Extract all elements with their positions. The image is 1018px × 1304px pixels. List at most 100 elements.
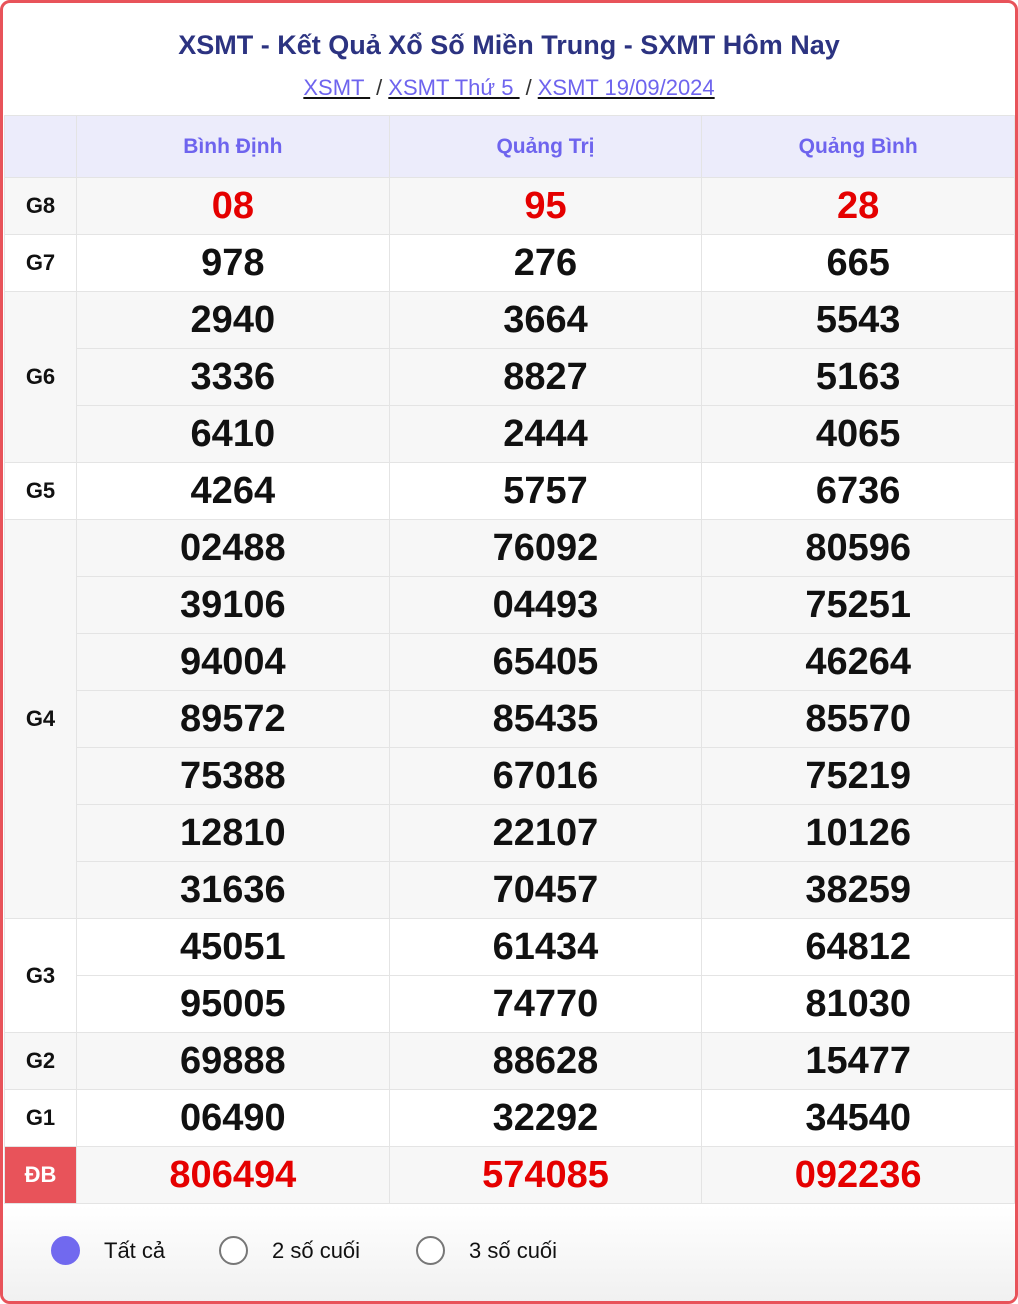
breadcrumb-date[interactable]: XSMT 19/09/2024	[537, 75, 715, 100]
results-table: Bình Định Quảng Trị Quảng Bình G8 08 95 28 G…	[4, 115, 1015, 1204]
prize-number: 574085	[388, 1146, 703, 1204]
prize-label: G3	[4, 918, 77, 1033]
prize-number: 12810	[76, 804, 390, 862]
table-row: 39106 04493 75251	[5, 576, 1015, 634]
prize-number: 806494	[76, 1146, 390, 1204]
prize-number: 276	[388, 234, 703, 292]
prize-number: 8827	[388, 348, 703, 406]
prize-number: 6736	[701, 462, 1015, 520]
prize-number: 81030	[701, 975, 1015, 1033]
prize-number: 02488	[76, 519, 390, 577]
prize-number: 3336	[76, 348, 390, 406]
prize-number: 28	[701, 177, 1015, 235]
prize-number: 10126	[701, 804, 1015, 862]
prize-number: 22107	[388, 804, 703, 862]
table-row: 75388 67016 75219	[5, 747, 1015, 805]
prize-number: 34540	[701, 1089, 1015, 1147]
prize-number: 74770	[388, 975, 703, 1033]
breadcrumb-separator: /	[376, 75, 383, 100]
table-row: 95005 74770 81030	[5, 975, 1015, 1033]
prize-number: 32292	[388, 1089, 703, 1147]
prize-number: 4264	[76, 462, 390, 520]
prize-number: 04493	[388, 576, 703, 634]
prize-number: 39106	[76, 576, 390, 634]
table-row: G2 69888 88628 15477	[4, 1032, 1015, 1090]
filter-last-2[interactable]: 2 số cuối	[219, 1236, 360, 1265]
prize-label: G8	[4, 177, 77, 235]
prize-number: 69888	[76, 1032, 390, 1090]
prize-number: 89572	[76, 690, 390, 748]
table-row: 12810 22107 10126	[5, 804, 1015, 862]
province-header[interactable]: Bình Định	[76, 115, 390, 178]
filter-label: Tất cả	[104, 1237, 166, 1263]
filter-label: 2 số cuối	[272, 1237, 361, 1263]
table-row: G8 08 95 28	[4, 177, 1015, 235]
prize-label: G2	[4, 1032, 77, 1090]
radio-selected-icon[interactable]	[51, 1236, 80, 1265]
prize-number: 38259	[701, 861, 1015, 919]
table-row: G3 45051 61434 64812	[4, 918, 1015, 1033]
prize-number: 2444	[388, 405, 703, 463]
prize-number: 75388	[76, 747, 390, 805]
prize-label: ĐB	[4, 1146, 77, 1204]
prize-label: G4	[4, 519, 77, 919]
breadcrumb-thu5[interactable]: XSMT Thứ 5	[388, 75, 520, 100]
prize-number: 85435	[388, 690, 703, 748]
page-title: XSMT - Kết Quả Xổ Số Miền Trung - SXMT H…	[178, 30, 840, 60]
table-row: G6 2940 3664 5543	[4, 291, 1015, 463]
breadcrumb: XSMT / XSMT Thứ 5 /XSMT 19/09/2024	[3, 75, 1015, 103]
prize-number: 88628	[388, 1032, 703, 1090]
prize-number: 67016	[388, 747, 703, 805]
province-header[interactable]: Quảng Bình	[701, 115, 1015, 178]
prize-number: 94004	[76, 633, 390, 691]
prize-number: 4065	[701, 405, 1015, 463]
radio-icon[interactable]	[219, 1236, 248, 1265]
prize-number: 65405	[388, 633, 703, 691]
radio-icon[interactable]	[416, 1236, 445, 1265]
prize-number: 85570	[701, 690, 1015, 748]
prize-number: 70457	[388, 861, 703, 919]
prize-number: 61434	[388, 918, 703, 976]
prize-label: G1	[4, 1089, 77, 1147]
prize-number: 08	[76, 177, 390, 235]
prize-number: 5163	[701, 348, 1015, 406]
province-header[interactable]: Quảng Trị	[388, 115, 703, 178]
prize-label: G5	[4, 462, 77, 520]
filter-all[interactable]: Tất cả	[51, 1236, 165, 1265]
table-row: 6410 2444 4065	[5, 405, 1015, 463]
table-row: 3336 8827 5163	[5, 348, 1015, 406]
breadcrumb-xsmt[interactable]: XSMT	[303, 75, 371, 100]
table-row: G5 4264 5757 6736	[4, 462, 1015, 520]
prize-number: 2940	[76, 291, 390, 349]
table-row: 94004 65405 46264	[5, 633, 1015, 691]
prize-label: G7	[4, 234, 77, 292]
prize-number: 46264	[701, 633, 1015, 691]
table-row: 31636 70457 38259	[5, 861, 1015, 919]
filter-last-3[interactable]: 3 số cuối	[416, 1236, 557, 1265]
breadcrumb-separator: /	[525, 75, 532, 100]
header-blank	[4, 115, 77, 178]
prize-number: 31636	[76, 861, 390, 919]
prize-number: 76092	[388, 519, 703, 577]
prize-number: 95	[388, 177, 703, 235]
prize-number: 80596	[701, 519, 1015, 577]
table-row: G7 978 276 665	[4, 234, 1015, 292]
table-row: G4 02488 76092 80596	[4, 519, 1015, 919]
prize-number: 45051	[76, 918, 390, 976]
prize-number: 75219	[701, 747, 1015, 805]
prize-number: 665	[701, 234, 1015, 292]
prize-number: 6410	[76, 405, 390, 463]
prize-number: 75251	[701, 576, 1015, 634]
prize-number: 06490	[76, 1089, 390, 1147]
prize-number: 64812	[701, 918, 1015, 976]
prize-label: G6	[4, 291, 77, 463]
prize-number: 95005	[76, 975, 390, 1033]
table-row: 89572 85435 85570	[5, 690, 1015, 748]
prize-number: 15477	[701, 1032, 1015, 1090]
table-row: G1 06490 32292 34540	[4, 1089, 1015, 1147]
prize-number: 3664	[388, 291, 703, 349]
prize-number: 092236	[701, 1146, 1015, 1204]
filter-bar: Tất cả 2 số cuối 3 số cuối	[3, 1206, 1015, 1301]
prize-number: 5757	[388, 462, 703, 520]
